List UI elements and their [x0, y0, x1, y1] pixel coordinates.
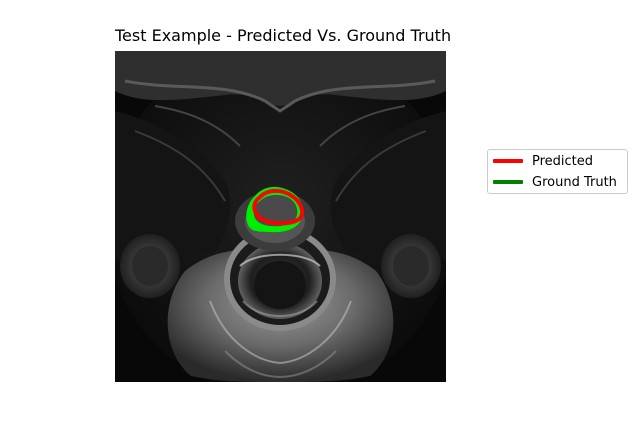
- mri-slice-drawing: [115, 51, 446, 382]
- legend-label-ground-truth: Ground Truth: [532, 174, 617, 190]
- legend-item-predicted: Predicted: [493, 152, 593, 170]
- ground-truth-line-swatch-icon: [493, 180, 523, 184]
- legend: Predicted Ground Truth: [487, 149, 628, 194]
- mri-image: [115, 51, 446, 382]
- predicted-contour: [252, 188, 305, 226]
- predicted-line-swatch-icon: [493, 159, 523, 163]
- figure-title: Test Example - Predicted Vs. Ground Trut…: [115, 26, 452, 45]
- legend-label-predicted: Predicted: [532, 153, 594, 169]
- legend-item-ground-truth: Ground Truth: [493, 173, 617, 191]
